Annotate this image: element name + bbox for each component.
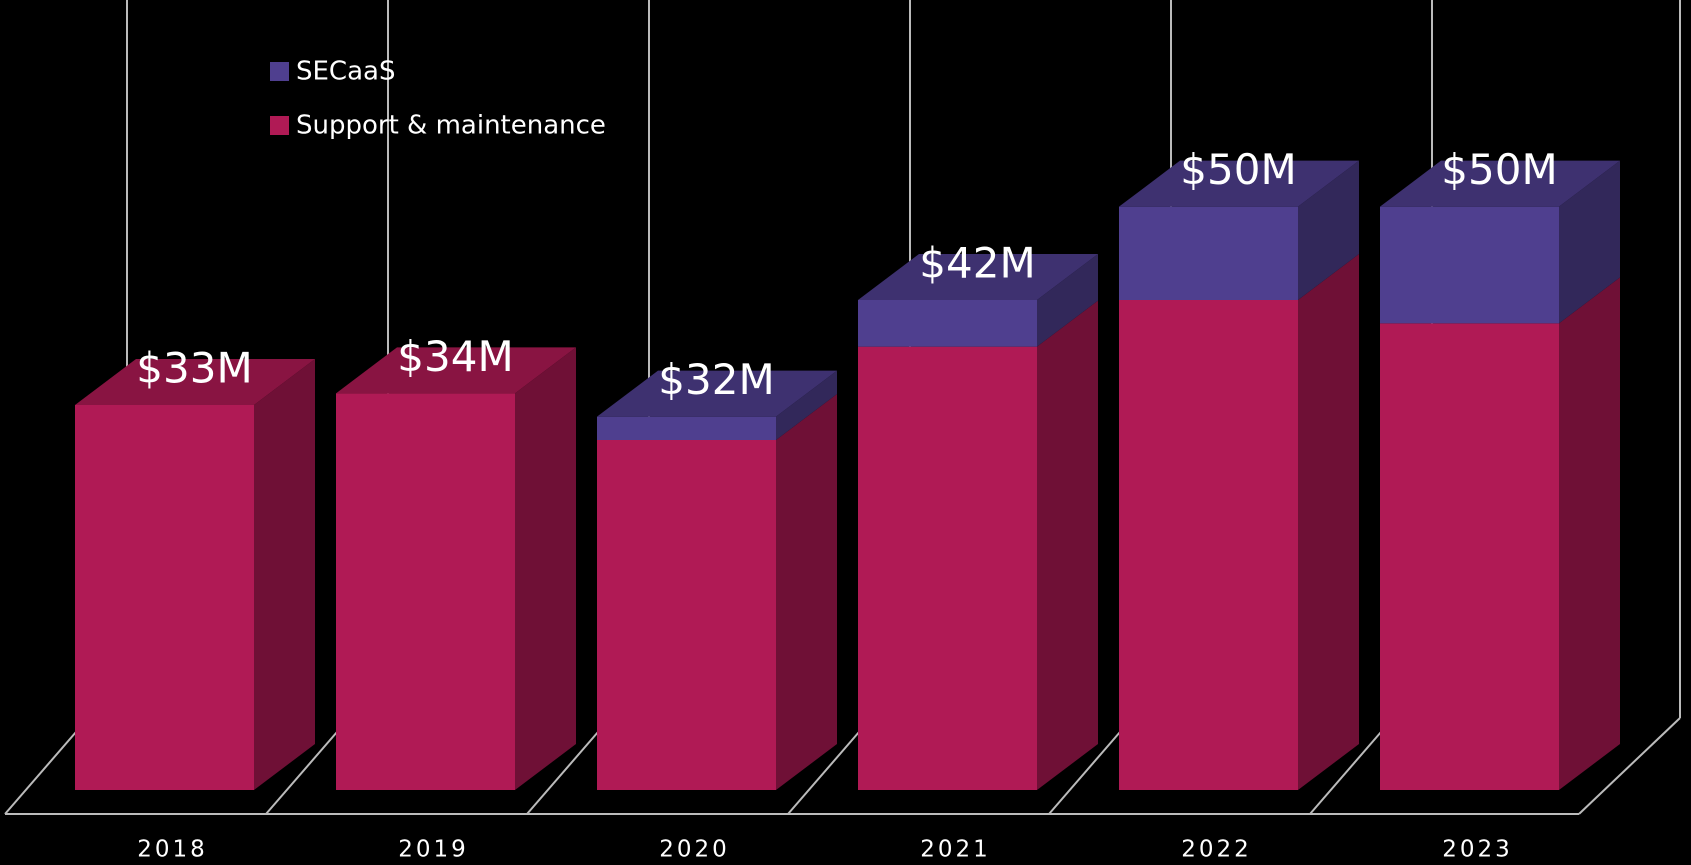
bar: [75, 405, 254, 790]
bar: [1119, 206, 1298, 300]
legend-swatch: [270, 62, 289, 81]
floor-line: [265, 731, 338, 815]
legend-label: SECaaS: [296, 57, 395, 87]
bar-top: [1380, 160, 1620, 207]
bar-top: [75, 359, 315, 405]
x-tick-label: 2023: [1442, 837, 1513, 863]
bar: [1380, 323, 1559, 790]
bar-side: [1298, 160, 1359, 300]
floor-line: [1048, 731, 1121, 815]
total-label: $50M: [1441, 145, 1557, 194]
bar-side: [1559, 160, 1620, 324]
bar-top: [597, 370, 837, 417]
bar: [597, 440, 776, 790]
total-label: $50M: [1180, 145, 1296, 194]
floor-line: [4, 731, 77, 815]
x-tick-label: 2020: [659, 837, 730, 863]
bar-top: [336, 347, 576, 394]
bar-side: [776, 370, 837, 440]
bar: [597, 416, 776, 440]
x-tick-label: 2018: [137, 837, 208, 863]
floor-line: [1578, 717, 1681, 815]
floor-line: [526, 731, 599, 815]
bar: [336, 393, 515, 790]
floor-line: [787, 731, 860, 815]
bar-top: [858, 254, 1098, 300]
total-label: $42M: [919, 239, 1035, 288]
bar-side: [776, 394, 837, 790]
total-label: $33M: [136, 344, 252, 393]
bar: [858, 300, 1037, 347]
bar-top: [1119, 160, 1359, 207]
bar-side: [1559, 277, 1620, 790]
total-label: $34M: [397, 332, 513, 381]
bar-side: [1037, 300, 1098, 790]
bar-side: [515, 347, 576, 790]
bar-side: [1037, 254, 1098, 347]
bar: [858, 346, 1037, 790]
total-label: $32M: [658, 355, 774, 404]
x-tick-label: 2022: [1181, 837, 1252, 863]
x-tick-label: 2021: [920, 837, 991, 863]
bar-side: [254, 359, 315, 790]
legend-swatch: [270, 116, 289, 135]
legend-label: Support & maintenance: [296, 111, 606, 141]
x-tick-label: 2019: [398, 837, 469, 863]
floor-line: [1309, 731, 1382, 815]
bar: [1119, 300, 1298, 790]
bar-side: [1298, 254, 1359, 790]
bar: [1380, 206, 1559, 324]
